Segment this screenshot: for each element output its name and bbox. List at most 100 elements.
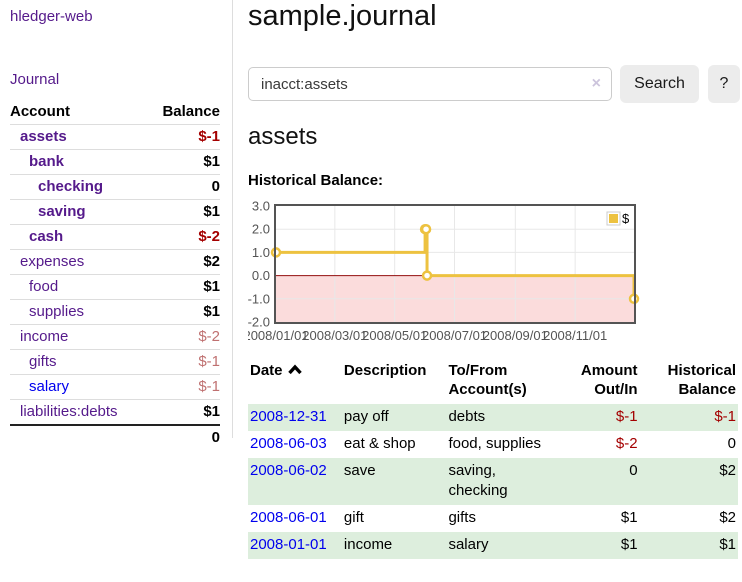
svg-text:0.0: 0.0 xyxy=(252,268,270,283)
account-row: supplies $1 xyxy=(10,299,220,325)
balance-column-header: Balance xyxy=(162,103,220,120)
account-balance: $-1 xyxy=(146,374,220,400)
transaction-description: save xyxy=(343,462,376,479)
svg-text:2008/09/01: 2008/09/01 xyxy=(483,328,548,343)
account-balance: $1 xyxy=(146,399,220,425)
transaction-date-link[interactable]: 2008-06-03 xyxy=(250,435,327,452)
accounts-total-value: 0 xyxy=(146,424,220,450)
accounts-total-row: 0 xyxy=(10,424,220,450)
sidebar: hledger-web Journal Account Balance asse… xyxy=(0,0,233,450)
account-row: saving $1 xyxy=(10,199,220,225)
search-button[interactable]: Search xyxy=(620,65,699,103)
transaction-accounts: salary xyxy=(448,536,489,553)
brand-link[interactable]: hledger-web xyxy=(10,8,93,25)
svg-text:2008/11/01: 2008/11/01 xyxy=(543,328,607,343)
transaction-amount: $1 xyxy=(620,509,638,526)
svg-text:2008/07/01: 2008/07/01 xyxy=(422,328,487,343)
account-balance: $1 xyxy=(146,299,220,325)
sidebar-account-link-salary[interactable]: salary xyxy=(29,378,70,395)
main-content: sample.journal × Search ? assets Histori… xyxy=(243,0,742,582)
search-help-button[interactable]: ? xyxy=(708,65,740,103)
sidebar-account-link-gifts[interactable]: gifts xyxy=(29,353,57,370)
account-heading: assets xyxy=(248,123,318,150)
transaction-accounts: saving, checking xyxy=(448,462,508,499)
sidebar-account-link-expenses[interactable]: expenses xyxy=(20,253,85,270)
transaction-date-link[interactable]: 2008-06-01 xyxy=(250,509,327,526)
account-balance: 0 xyxy=(146,174,220,200)
account-balance: $1 xyxy=(146,149,220,175)
sidebar-account-link-supplies[interactable]: supplies xyxy=(29,303,85,320)
sidebar-account-link-income[interactable]: income xyxy=(20,328,69,345)
sidebar-account-link-checking[interactable]: checking xyxy=(38,178,104,195)
account-row: cash $-2 xyxy=(10,224,220,250)
svg-text:-1.0: -1.0 xyxy=(248,291,270,306)
transaction-balance: $-1 xyxy=(714,408,736,425)
account-row: food $1 xyxy=(10,274,220,300)
sidebar-account-link-cash[interactable]: cash xyxy=(29,228,64,245)
account-row: liabilities:debts $1 xyxy=(10,399,220,425)
transaction-description: income xyxy=(343,536,393,553)
transaction-balance: $2 xyxy=(719,509,736,526)
svg-text:3.0: 3.0 xyxy=(252,200,270,214)
historical-balance-chart: 2008/01/01 2008/03/01 2008/05/01 2008/07/01… xyxy=(243,199,742,348)
account-row: expenses $2 xyxy=(10,249,220,275)
account-row: assets $-1 xyxy=(10,124,220,150)
transaction-amount: $-2 xyxy=(615,435,638,452)
nav-journal-link[interactable]: Journal xyxy=(10,71,60,88)
svg-text:-2.0: -2.0 xyxy=(248,315,270,330)
account-balance: $1 xyxy=(146,274,220,300)
transaction-accounts: debts xyxy=(448,408,486,425)
search-input[interactable] xyxy=(248,67,612,101)
account-balance: $-2 xyxy=(146,224,220,250)
account-balance: $-1 xyxy=(146,349,220,375)
account-balance: $1 xyxy=(146,199,220,225)
page-title: sample.journal xyxy=(248,0,437,32)
accounts-column-header: Account xyxy=(10,103,70,120)
transaction-date-link[interactable]: 2008-01-01 xyxy=(250,536,327,553)
transaction-date-link[interactable]: 2008-12-31 xyxy=(250,408,327,425)
transaction-amount: $1 xyxy=(620,536,638,553)
transaction-amount: 0 xyxy=(629,462,638,479)
sidebar-account-link-assets[interactable]: assets xyxy=(20,128,67,145)
table-row: 2008-06-03 eat & shop food, supplies $-2 0 xyxy=(248,431,738,458)
transaction-date-link[interactable]: 2008-06-02 xyxy=(250,462,327,479)
table-row: 2008-06-02 save saving, checking 0 $2 xyxy=(248,458,738,505)
transaction-accounts: gifts xyxy=(448,509,476,526)
clear-search-icon[interactable]: × xyxy=(591,75,601,92)
account-balance: $-2 xyxy=(146,324,220,350)
account-row: income $-2 xyxy=(10,324,220,350)
account-row: salary $-1 xyxy=(10,374,220,400)
svg-text:2008/03/01: 2008/03/01 xyxy=(302,328,367,343)
sidebar-account-link-liabilities-debts[interactable]: liabilities:debts xyxy=(20,403,118,420)
account-balance: $-1 xyxy=(146,124,220,150)
table-row: 2008-06-01 gift gifts $1 $2 xyxy=(248,505,738,532)
register-header-description: Description xyxy=(343,362,427,379)
sidebar-account-link-food[interactable]: food xyxy=(29,278,59,295)
account-balance: $2 xyxy=(146,249,220,275)
svg-text:2008/01/01: 2008/01/01 xyxy=(248,328,309,343)
table-row: 2008-01-01 income salary $1 $1 xyxy=(248,532,738,559)
register-header-amount: Amount Out/In xyxy=(580,362,638,398)
register-table: Date Description To/From Account(s) Amou… xyxy=(248,358,738,559)
balance-chart-svg: 2008/01/012008/03/012008/05/012008/07/01… xyxy=(243,199,640,343)
register-header-balance: Historical Balance xyxy=(667,362,736,398)
table-row: 2008-12-31 pay off debts $-1 $-1 xyxy=(248,404,738,431)
transaction-balance: $1 xyxy=(719,536,736,553)
account-row: gifts $-1 xyxy=(10,349,220,375)
register-header-date[interactable]: Date xyxy=(248,358,342,404)
search-form: × Search ? xyxy=(248,65,740,103)
accounts-table: Account Balance assets $-1 bank $1 checking 0… xyxy=(10,100,220,450)
transaction-amount: $-1 xyxy=(615,408,638,425)
transaction-description: pay off xyxy=(343,408,389,425)
register-header-accounts: To/From Account(s) xyxy=(448,362,527,398)
svg-text:2008/05/01: 2008/05/01 xyxy=(362,328,427,343)
search-input-wrap: × xyxy=(248,67,612,101)
svg-text:1.0: 1.0 xyxy=(252,245,270,260)
transaction-balance: $2 xyxy=(719,462,736,479)
chart-title: Historical Balance: xyxy=(248,172,384,189)
sidebar-account-link-bank[interactable]: bank xyxy=(29,153,65,170)
svg-text:2.0: 2.0 xyxy=(252,222,270,237)
sidebar-account-link-saving[interactable]: saving xyxy=(38,203,86,220)
transaction-accounts: food, supplies xyxy=(448,435,542,452)
transaction-description: gift xyxy=(343,509,364,526)
